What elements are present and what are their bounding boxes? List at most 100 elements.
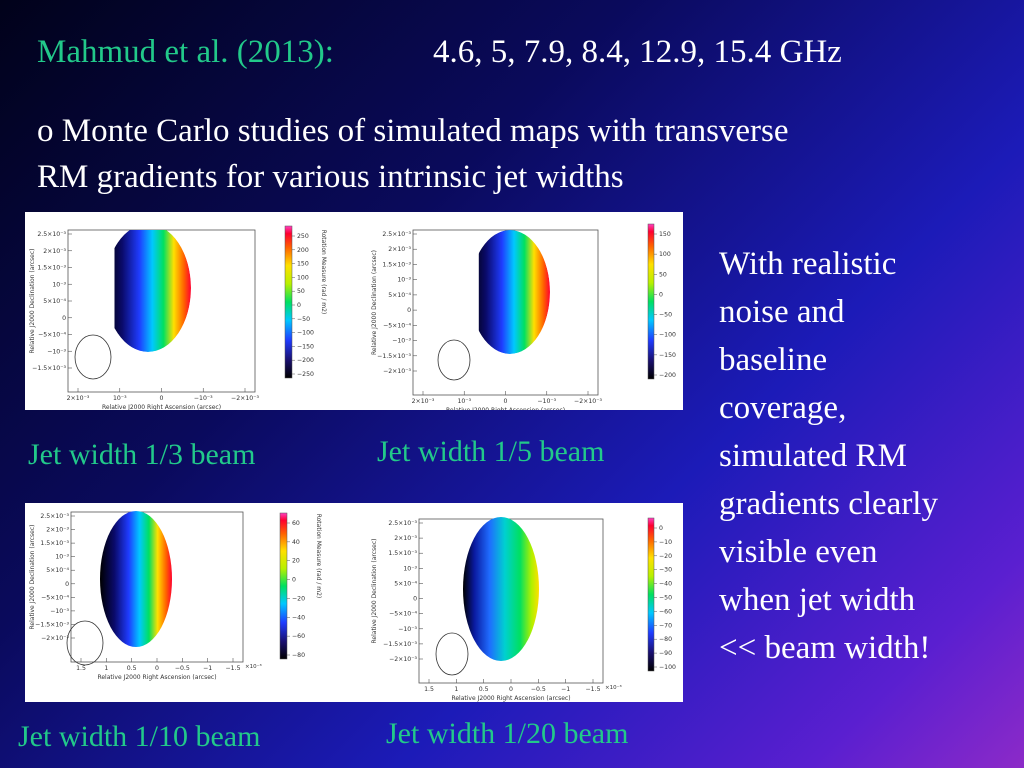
- colorbar-tick-label: −50: [297, 316, 310, 323]
- side-note-line: gradients clearly: [719, 486, 938, 522]
- y-tick-label: 2×10⁻³: [43, 248, 66, 255]
- colorbar-tick-label: −80: [292, 652, 305, 659]
- side-note-line: << beam width!: [719, 630, 931, 666]
- colorbar: [279, 512, 288, 660]
- colorbar-label: Rotation Measure (rad / m2): [682, 229, 683, 314]
- colorbar-label: Rotation Measure (rad / m2): [320, 230, 327, 315]
- side-note-line: simulated RM: [719, 438, 907, 474]
- y-tick-label: 10⁻³: [52, 281, 66, 288]
- colorbar-tick-label: −20: [659, 553, 672, 560]
- y-tick-label: 5×10⁻⁴: [394, 580, 417, 587]
- y-tick-label: −5×10⁻⁴: [389, 611, 417, 618]
- x-tick-label: 0: [155, 665, 159, 672]
- colorbar-tick-label: −40: [292, 614, 305, 621]
- colorbar-tick-label: −10: [659, 539, 672, 546]
- colorbar-tick-label: −100: [659, 332, 676, 339]
- colorbar-tick-label: −40: [659, 581, 672, 588]
- colorbar-label: Rotation Measure (rad / m2): [682, 522, 683, 607]
- colorbar-tick-label: 200: [297, 247, 309, 254]
- y-tick-label: 0: [413, 596, 417, 603]
- y-tick-label: −10⁻³: [47, 348, 66, 355]
- x-axis-label: Relative J2000 Right Ascension (arcsec): [451, 695, 570, 702]
- x-tick-label: 0: [504, 398, 508, 405]
- colorbar-tick-label: −70: [659, 622, 672, 629]
- side-note-line: With realistic: [719, 246, 897, 282]
- colorbar-tick-label: 0: [297, 302, 301, 309]
- colorbar-tick-label: −50: [659, 595, 672, 602]
- rm-map-panel-1-10-beam: 2.5×10⁻³ 2×10⁻³ 1.5×10⁻³ 10⁻³ 5×10⁻⁴ 0 −5×10⁻⁴…: [25, 503, 367, 702]
- colorbar-tick-label: 60: [292, 520, 300, 527]
- y-axis-label: Relative J2000 Declination (arcsec): [29, 525, 36, 630]
- y-tick-label: 10⁻³: [403, 565, 417, 572]
- colorbar-tick-label: 100: [659, 251, 671, 258]
- rm-map-image: [478, 230, 550, 354]
- x-tick-label: 1.5: [76, 665, 86, 672]
- y-tick-label: 2.5×10⁻³: [37, 231, 66, 238]
- colorbar-tick-label: −80: [659, 636, 672, 643]
- y-tick-label: 1.5×10⁻³: [388, 550, 417, 557]
- side-note-line: noise and: [719, 294, 845, 330]
- x-tick-label: −1.5: [585, 686, 600, 693]
- beam-ellipse: [74, 334, 112, 380]
- colorbar-tick-label: 20: [292, 558, 300, 565]
- x-axis-label: Relative J2000 Right Ascension (arcsec): [446, 407, 565, 410]
- colorbar-tick-label: 50: [297, 288, 305, 295]
- colorbar-tick-label: 150: [659, 231, 671, 238]
- x-tick-label: 1: [454, 686, 458, 693]
- y-tick-label: 1.5×10⁻³: [37, 265, 66, 272]
- colorbar-tick-label: −250: [297, 371, 314, 378]
- colorbar: [284, 225, 293, 379]
- x-tick-label: 2×10⁻³: [412, 398, 435, 405]
- rm-map-figure: 2.5×10⁻³2×10⁻³1.5×10⁻³10⁻³5×10⁻⁴0−5×10⁻⁴…: [29, 511, 322, 681]
- colorbar-tick-label: −60: [292, 633, 305, 640]
- x-tick-label: −1: [561, 686, 570, 693]
- y-tick-label: −2×10⁻³: [41, 635, 69, 642]
- x-tick-label: 10⁻³: [457, 398, 471, 405]
- rm-map-image: [463, 517, 539, 661]
- y-tick-label: 2×10⁻³: [388, 246, 411, 253]
- colorbar-tick-label: −30: [659, 567, 672, 574]
- colorbar: [647, 517, 655, 672]
- colorbar-tick-label: −200: [659, 372, 676, 379]
- colorbar-tick-label: −90: [659, 650, 672, 657]
- y-tick-label: −2×10⁻³: [389, 656, 417, 663]
- caption-jet-width-1-5: Jet width 1/5 beam: [377, 435, 605, 468]
- colorbar-tick-label: −60: [659, 608, 672, 615]
- bullet-point: o Monte Carlo studies of simulated maps …: [37, 108, 997, 200]
- rm-map-panel-1-3-beam: 2.5×10⁻³ 2×10⁻³ 1.5×10⁻³ 10⁻³ 5×10⁻⁴ 0 −5×10⁻⁴…: [25, 212, 367, 410]
- x-axis-label: Relative J2000 Right Ascension (arcsec): [97, 674, 216, 681]
- y-tick-label: −1.5×10⁻³: [377, 353, 411, 360]
- side-note-line: baseline: [719, 342, 828, 378]
- colorbar-tick-label: −100: [659, 664, 676, 671]
- x-tick-label: 1: [104, 665, 108, 672]
- x-tick-label: −1: [203, 665, 212, 672]
- x-scale-label: ×10⁻³: [605, 684, 622, 691]
- rm-map-image: [114, 230, 191, 352]
- rm-map-image: [100, 511, 172, 647]
- frequency-list: 4.6, 5, 7.9, 8.4, 12.9, 15.4 GHz: [433, 34, 842, 70]
- x-tick-label: −2×10⁻³: [574, 398, 602, 405]
- y-tick-label: −10⁻³: [392, 338, 411, 345]
- y-tick-label: 2×10⁻³: [394, 535, 417, 542]
- colorbar-tick-label: −50: [659, 312, 672, 319]
- y-axis-label: Relative J2000 Declination (arcsec): [371, 539, 378, 644]
- rm-map-panel-1-20-beam: 2.5×10⁻³ 2×10⁻³ 1.5×10⁻³ 10⁻³ 5×10⁻⁴ 0 −5×10⁻⁴…: [367, 503, 683, 702]
- y-tick-label: 1.5×10⁻³: [382, 261, 411, 268]
- colorbar-label: Rotation Measure (rad / m2): [315, 514, 322, 599]
- x-tick-label: −1.5: [225, 665, 240, 672]
- side-note-line: visible even: [719, 534, 878, 570]
- colorbar-tick-label: 0: [659, 525, 663, 532]
- y-tick-label: −5×10⁻⁴: [38, 332, 66, 339]
- x-tick-label: −0.5: [175, 665, 190, 672]
- y-tick-label: 2.5×10⁻³: [388, 520, 417, 527]
- colorbar-tick-label: −100: [297, 330, 314, 337]
- colorbar-tick-label: −150: [659, 352, 676, 359]
- x-tick-label: 1.5: [424, 686, 434, 693]
- colorbar-tick-label: 0: [659, 291, 663, 298]
- beam-ellipse: [437, 339, 471, 381]
- x-tick-label: −10⁻³: [194, 395, 213, 402]
- x-tick-label: −0.5: [531, 686, 546, 693]
- colorbar-tick-label: −20: [292, 595, 305, 602]
- colorbar-tick-label: 0: [292, 577, 296, 584]
- x-tick-label: −10⁻³: [537, 398, 556, 405]
